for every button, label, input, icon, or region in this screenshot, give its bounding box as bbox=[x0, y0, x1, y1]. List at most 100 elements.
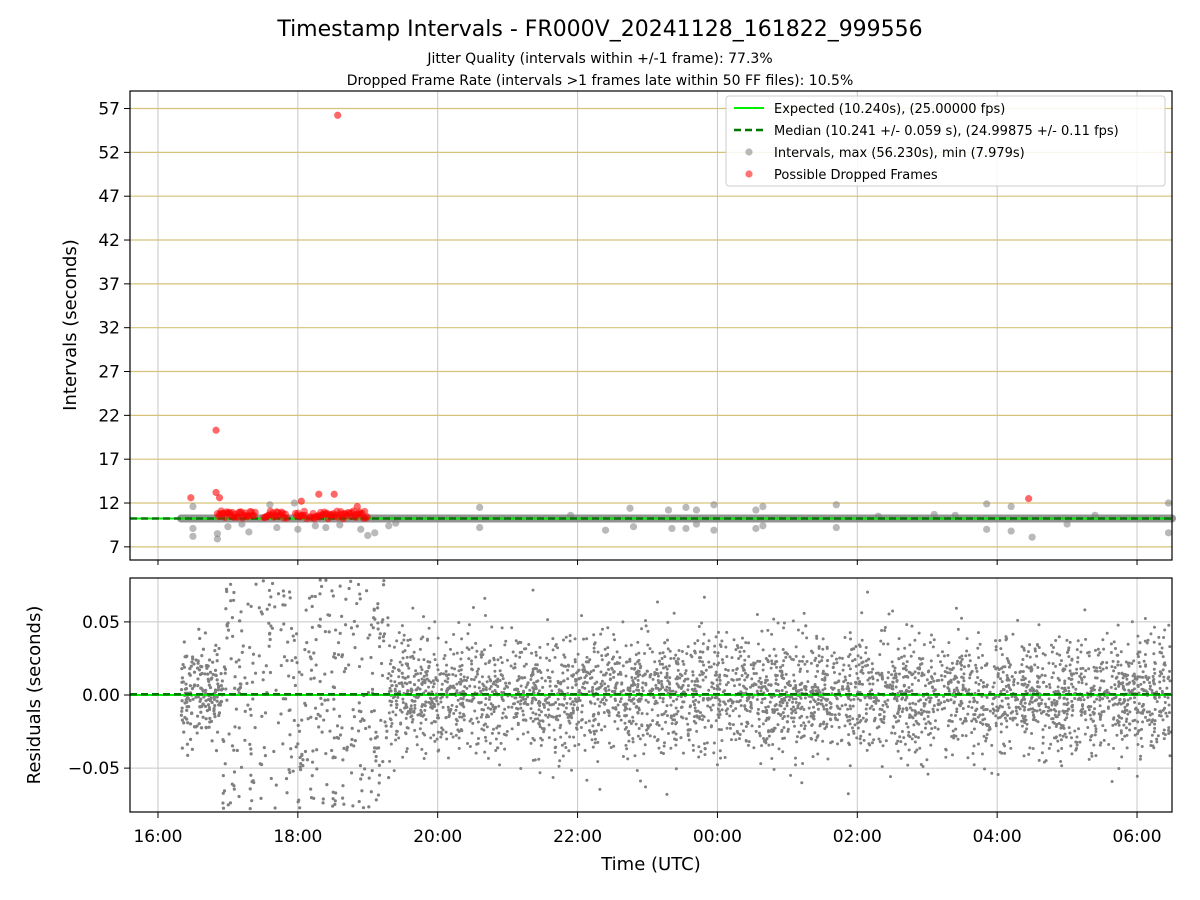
residual-point-1701 bbox=[991, 685, 995, 689]
residual-point-240 bbox=[309, 787, 313, 791]
residual-point-2835 bbox=[854, 664, 858, 668]
residual-point-3782 bbox=[401, 697, 405, 701]
residual-point-4051 bbox=[1069, 736, 1073, 740]
residual-point-2230 bbox=[825, 707, 829, 711]
interval-point-20 bbox=[476, 503, 484, 512]
residual-point-3992 bbox=[743, 686, 747, 690]
residual-point-4100 bbox=[1074, 740, 1078, 744]
residual-point-1363 bbox=[489, 685, 493, 689]
residual-point-1799 bbox=[1083, 608, 1087, 612]
residual-point-1006 bbox=[547, 713, 551, 717]
residual-point-2594 bbox=[409, 655, 413, 659]
residual-point-1647 bbox=[848, 722, 852, 726]
residual-point-518 bbox=[336, 653, 341, 657]
residual-point-3523 bbox=[496, 724, 500, 728]
residual-point-2093 bbox=[395, 706, 399, 710]
residual-point-2608 bbox=[952, 733, 956, 737]
xtick-label-5: 02:00 bbox=[833, 827, 882, 847]
residual-point-286 bbox=[249, 773, 253, 777]
residual-point-2475 bbox=[447, 713, 451, 717]
residual-point-3150 bbox=[530, 674, 534, 678]
residual-point-3764 bbox=[923, 726, 927, 730]
residual-point-2462 bbox=[796, 706, 800, 710]
residual-point-1722 bbox=[1056, 749, 1060, 753]
residual-point-894 bbox=[1077, 727, 1081, 731]
residual-point-456 bbox=[349, 771, 354, 775]
residual-point-264 bbox=[253, 671, 258, 675]
residual-point-3481 bbox=[896, 647, 900, 651]
residual-point-2451 bbox=[641, 689, 645, 693]
residual-point-3059 bbox=[548, 684, 552, 688]
residual-point-3505 bbox=[985, 683, 989, 687]
residual-point-3965 bbox=[887, 670, 891, 674]
residual-point-3596 bbox=[1112, 717, 1116, 721]
residual-point-2930 bbox=[495, 680, 499, 684]
residual-point-2505 bbox=[561, 671, 565, 675]
residual-point-299 bbox=[382, 579, 386, 583]
residual-point-1643 bbox=[1031, 710, 1035, 714]
residual-point-3803 bbox=[911, 732, 915, 736]
residual-point-510 bbox=[357, 799, 361, 804]
residual-point-924 bbox=[1020, 719, 1024, 723]
residual-point-1420 bbox=[563, 741, 567, 745]
residual-point-3124 bbox=[405, 750, 409, 754]
residual-point-3957 bbox=[1004, 684, 1008, 688]
residual-point-1598 bbox=[857, 682, 861, 686]
residual-point-2875 bbox=[566, 677, 570, 681]
residual-point-2237 bbox=[880, 765, 884, 769]
residual-point-471 bbox=[221, 774, 225, 778]
residual-point-2234 bbox=[776, 712, 780, 716]
residual-point-2065 bbox=[564, 635, 568, 639]
residual-point-4125 bbox=[1087, 704, 1091, 708]
residual-point-1368 bbox=[465, 646, 469, 650]
residual-point-2248 bbox=[518, 702, 522, 706]
residual-point-677 bbox=[401, 755, 405, 759]
residual-point-1204 bbox=[977, 682, 981, 686]
residual-point-4156 bbox=[868, 732, 872, 736]
residual-point-3361 bbox=[922, 717, 926, 721]
residual-point-2845 bbox=[514, 711, 518, 715]
residual-point-640 bbox=[465, 741, 469, 745]
xtick-label-7: 06:00 bbox=[1113, 827, 1162, 847]
residual-point-1254 bbox=[929, 665, 933, 669]
chart-subtitle-jitter: Jitter Quality (intervals within +/-1 fr… bbox=[426, 51, 772, 67]
residual-point-2454 bbox=[1101, 660, 1105, 664]
residual-point-2281 bbox=[815, 735, 819, 739]
residual-point-3715 bbox=[1095, 666, 1099, 670]
residual-point-465 bbox=[228, 582, 233, 586]
residual-point-1174 bbox=[772, 647, 776, 651]
residual-point-1625 bbox=[755, 613, 759, 617]
residual-point-4014 bbox=[1053, 701, 1057, 705]
residual-point-874 bbox=[823, 687, 827, 691]
residual-point-3272 bbox=[882, 717, 886, 721]
residual-point-1827 bbox=[782, 714, 786, 718]
residual-point-1682 bbox=[621, 664, 625, 668]
residual-point-1938 bbox=[743, 704, 747, 708]
residual-point-2741 bbox=[920, 674, 924, 678]
residual-point-273 bbox=[349, 579, 353, 583]
residual-point-1749 bbox=[713, 650, 717, 654]
residual-point-4035 bbox=[1067, 646, 1071, 650]
residual-point-2898 bbox=[484, 739, 488, 743]
residual-point-1418 bbox=[607, 714, 611, 718]
residual-point-988 bbox=[1146, 638, 1150, 642]
residual-point-3913 bbox=[434, 676, 438, 680]
residual-point-178 bbox=[188, 667, 192, 671]
residual-point-3117 bbox=[1027, 708, 1031, 712]
chart-title: Timestamp Intervals - FR000V_20241128_16… bbox=[276, 17, 922, 42]
residual-point-3753 bbox=[847, 741, 851, 745]
residual-point-3329 bbox=[1069, 672, 1073, 676]
residual-point-345 bbox=[315, 767, 319, 771]
residual-point-870 bbox=[775, 665, 779, 669]
residual-point-1250 bbox=[760, 744, 764, 748]
residual-point-1421 bbox=[747, 740, 751, 744]
residual-point-2480 bbox=[389, 659, 393, 663]
residual-point-2629 bbox=[935, 679, 939, 683]
residual-point-3648 bbox=[724, 702, 728, 706]
intervals-ytick-label-10: 57 bbox=[98, 100, 120, 120]
residual-point-3955 bbox=[835, 696, 839, 700]
residual-point-2241 bbox=[956, 627, 960, 631]
residual-point-533 bbox=[259, 763, 264, 767]
residual-point-3198 bbox=[781, 711, 785, 715]
residual-point-3736 bbox=[693, 679, 697, 683]
